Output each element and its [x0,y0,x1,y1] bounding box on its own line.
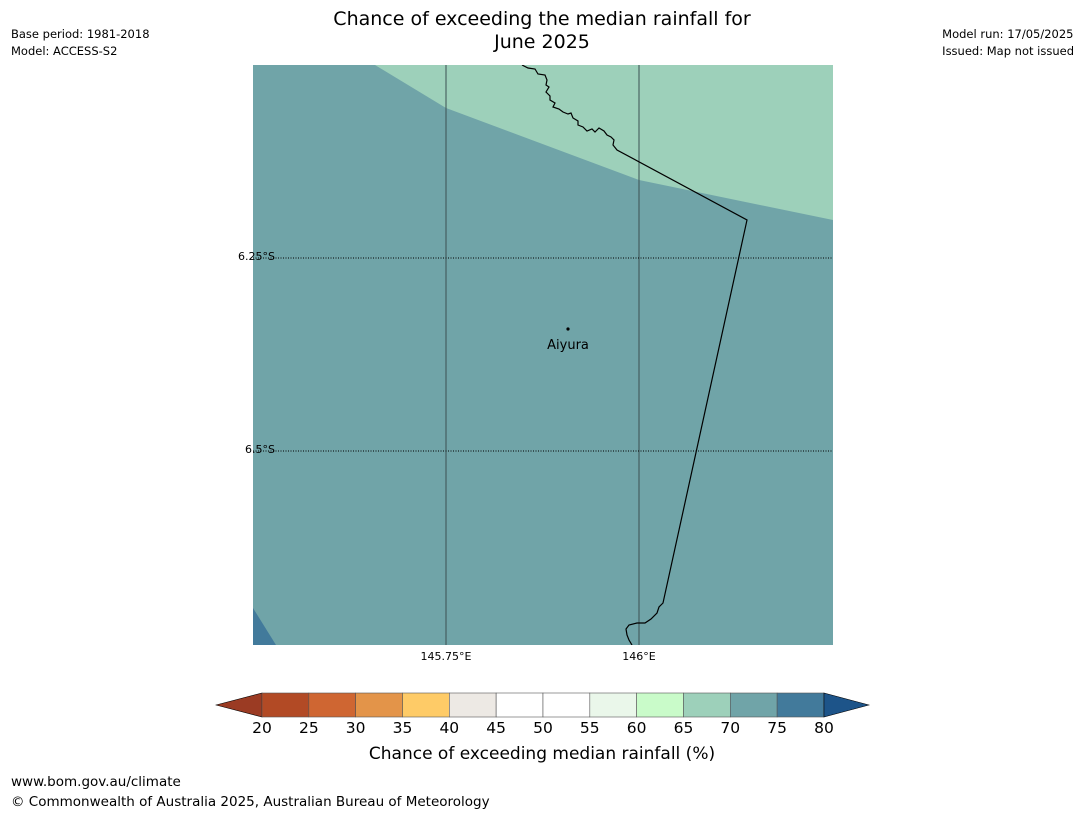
footer-copyright: © Commonwealth of Australia 2025, Austra… [11,794,490,810]
lat-label-6-25: 6.25°S [238,250,275,263]
colorbar-tick-label: 80 [814,719,834,737]
colorbar-tick-label: 50 [533,719,553,737]
colorbar-cell [729,692,778,718]
map-title: Chance of exceeding the median rainfall … [242,8,842,54]
border-line [521,65,748,645]
colorbar-tick-label: 40 [439,719,460,737]
colorbar-cell [636,692,684,718]
meta-left: Base period: 1981-2018 Model: ACCESS-S2 [11,26,150,60]
colorbar-tick-label: 55 [579,719,600,737]
colorbar-cell [495,692,544,718]
base-period-text: Base period: 1981-2018 [11,27,150,41]
colorbar-cell [776,692,825,718]
colorbar-cell [308,692,356,718]
colorbar-cell [683,692,731,718]
rainfall-map: Aiyura [253,65,833,645]
lon-label-145-75: 145.75°E [420,650,472,663]
colorbar-tick-label: 65 [673,719,694,737]
colorbar-tick-label: 25 [298,719,319,737]
map-fill-upper-band [375,65,833,220]
map-fill-corner [253,608,276,645]
colorbar-cell [402,692,450,718]
colorbar-extend-high [823,692,870,718]
meta-right: Model run: 17/05/2025 Issued: Map not is… [942,26,1074,60]
model-run-text: Model run: 17/05/2025 [942,27,1074,41]
colorbar-cell [449,692,497,718]
title-line-1: Chance of exceeding the median rainfall … [333,8,751,30]
footer-url: www.bom.gov.au/climate [11,774,181,790]
colorbar-cell [355,692,403,718]
colorbar-tick-label: 45 [486,719,506,737]
colorbar-tick-label: 30 [345,719,366,737]
lon-label-146: 146°E [622,650,656,663]
colorbar-extend-low [215,692,263,718]
colorbar-label: Chance of exceeding median rainfall (%) [368,744,716,764]
colorbar-tick-label: 75 [767,719,787,737]
title-line-2: June 2025 [494,31,590,53]
town-label-aiyura: Aiyura [547,338,589,353]
colorbar-tick-label: 35 [392,719,413,737]
colorbar-cell [261,692,310,718]
town-marker-aiyura [566,327,570,331]
colorbar-cell [542,692,591,718]
colorbar [215,692,870,718]
colorbar-tick-label: 70 [720,719,741,737]
model-text: Model: ACCESS-S2 [11,44,118,58]
colorbar-cell [589,692,637,718]
issued-text: Issued: Map not issued [942,44,1074,58]
colorbar-tick-label: 20 [252,719,272,737]
colorbar-tick-label: 60 [626,719,647,737]
lat-label-6-5: 6.5°S [245,443,275,456]
